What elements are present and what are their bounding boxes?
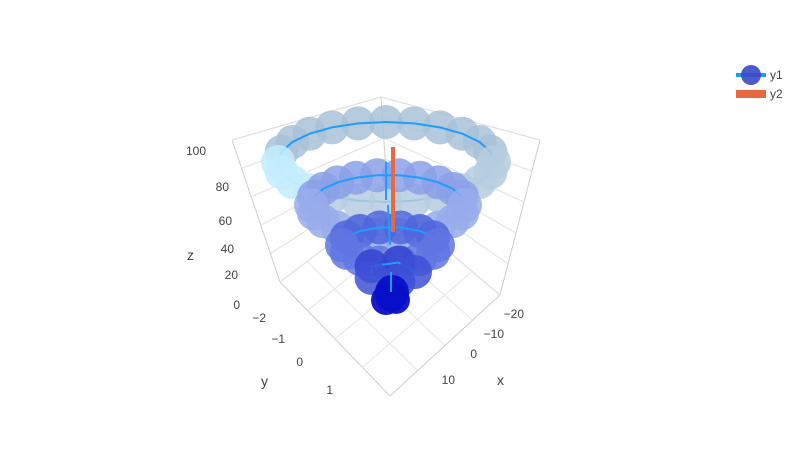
box-edge [231, 139, 281, 283]
z-tick-label: 40 [221, 242, 235, 256]
z-tick-label: 0 [233, 298, 240, 312]
y-tick-label: −1 [271, 332, 285, 346]
z-tick-label: 100 [186, 144, 206, 158]
legend-item-y1[interactable]: y1 [736, 65, 783, 85]
x-tick-label: −10 [484, 327, 505, 341]
z-tick-label: 20 [225, 268, 239, 282]
legend-bar-swatch [736, 90, 766, 98]
y-tick-label: −2 [252, 311, 266, 325]
data-layer [261, 105, 511, 315]
z-axis-title: z [187, 247, 194, 263]
x-axis-title: x [497, 372, 504, 388]
y1-marker [375, 280, 407, 312]
y-tick-label: 0 [296, 355, 303, 369]
x-tick-label: 10 [442, 373, 456, 387]
y1-connector-line [385, 162, 392, 292]
legend-marker-swatch [741, 65, 761, 85]
y-tick-label: 1 [326, 383, 333, 397]
y1-marker [325, 228, 359, 262]
floor-gridline [362, 270, 473, 368]
legend-item-y2[interactable]: y2 [736, 87, 783, 101]
y-axis-title: y [261, 373, 268, 389]
z-tick-label: 60 [219, 214, 233, 228]
legend-label: y2 [770, 87, 783, 101]
z-tick-label: 80 [216, 180, 230, 194]
z-gridline [383, 137, 525, 203]
y1-marker [261, 145, 295, 179]
legend-label: y1 [770, 68, 783, 82]
box-edge [499, 139, 541, 296]
x-tick-label: 0 [470, 347, 477, 361]
x-tick-label: −20 [504, 307, 525, 321]
y1-marker [294, 188, 328, 222]
